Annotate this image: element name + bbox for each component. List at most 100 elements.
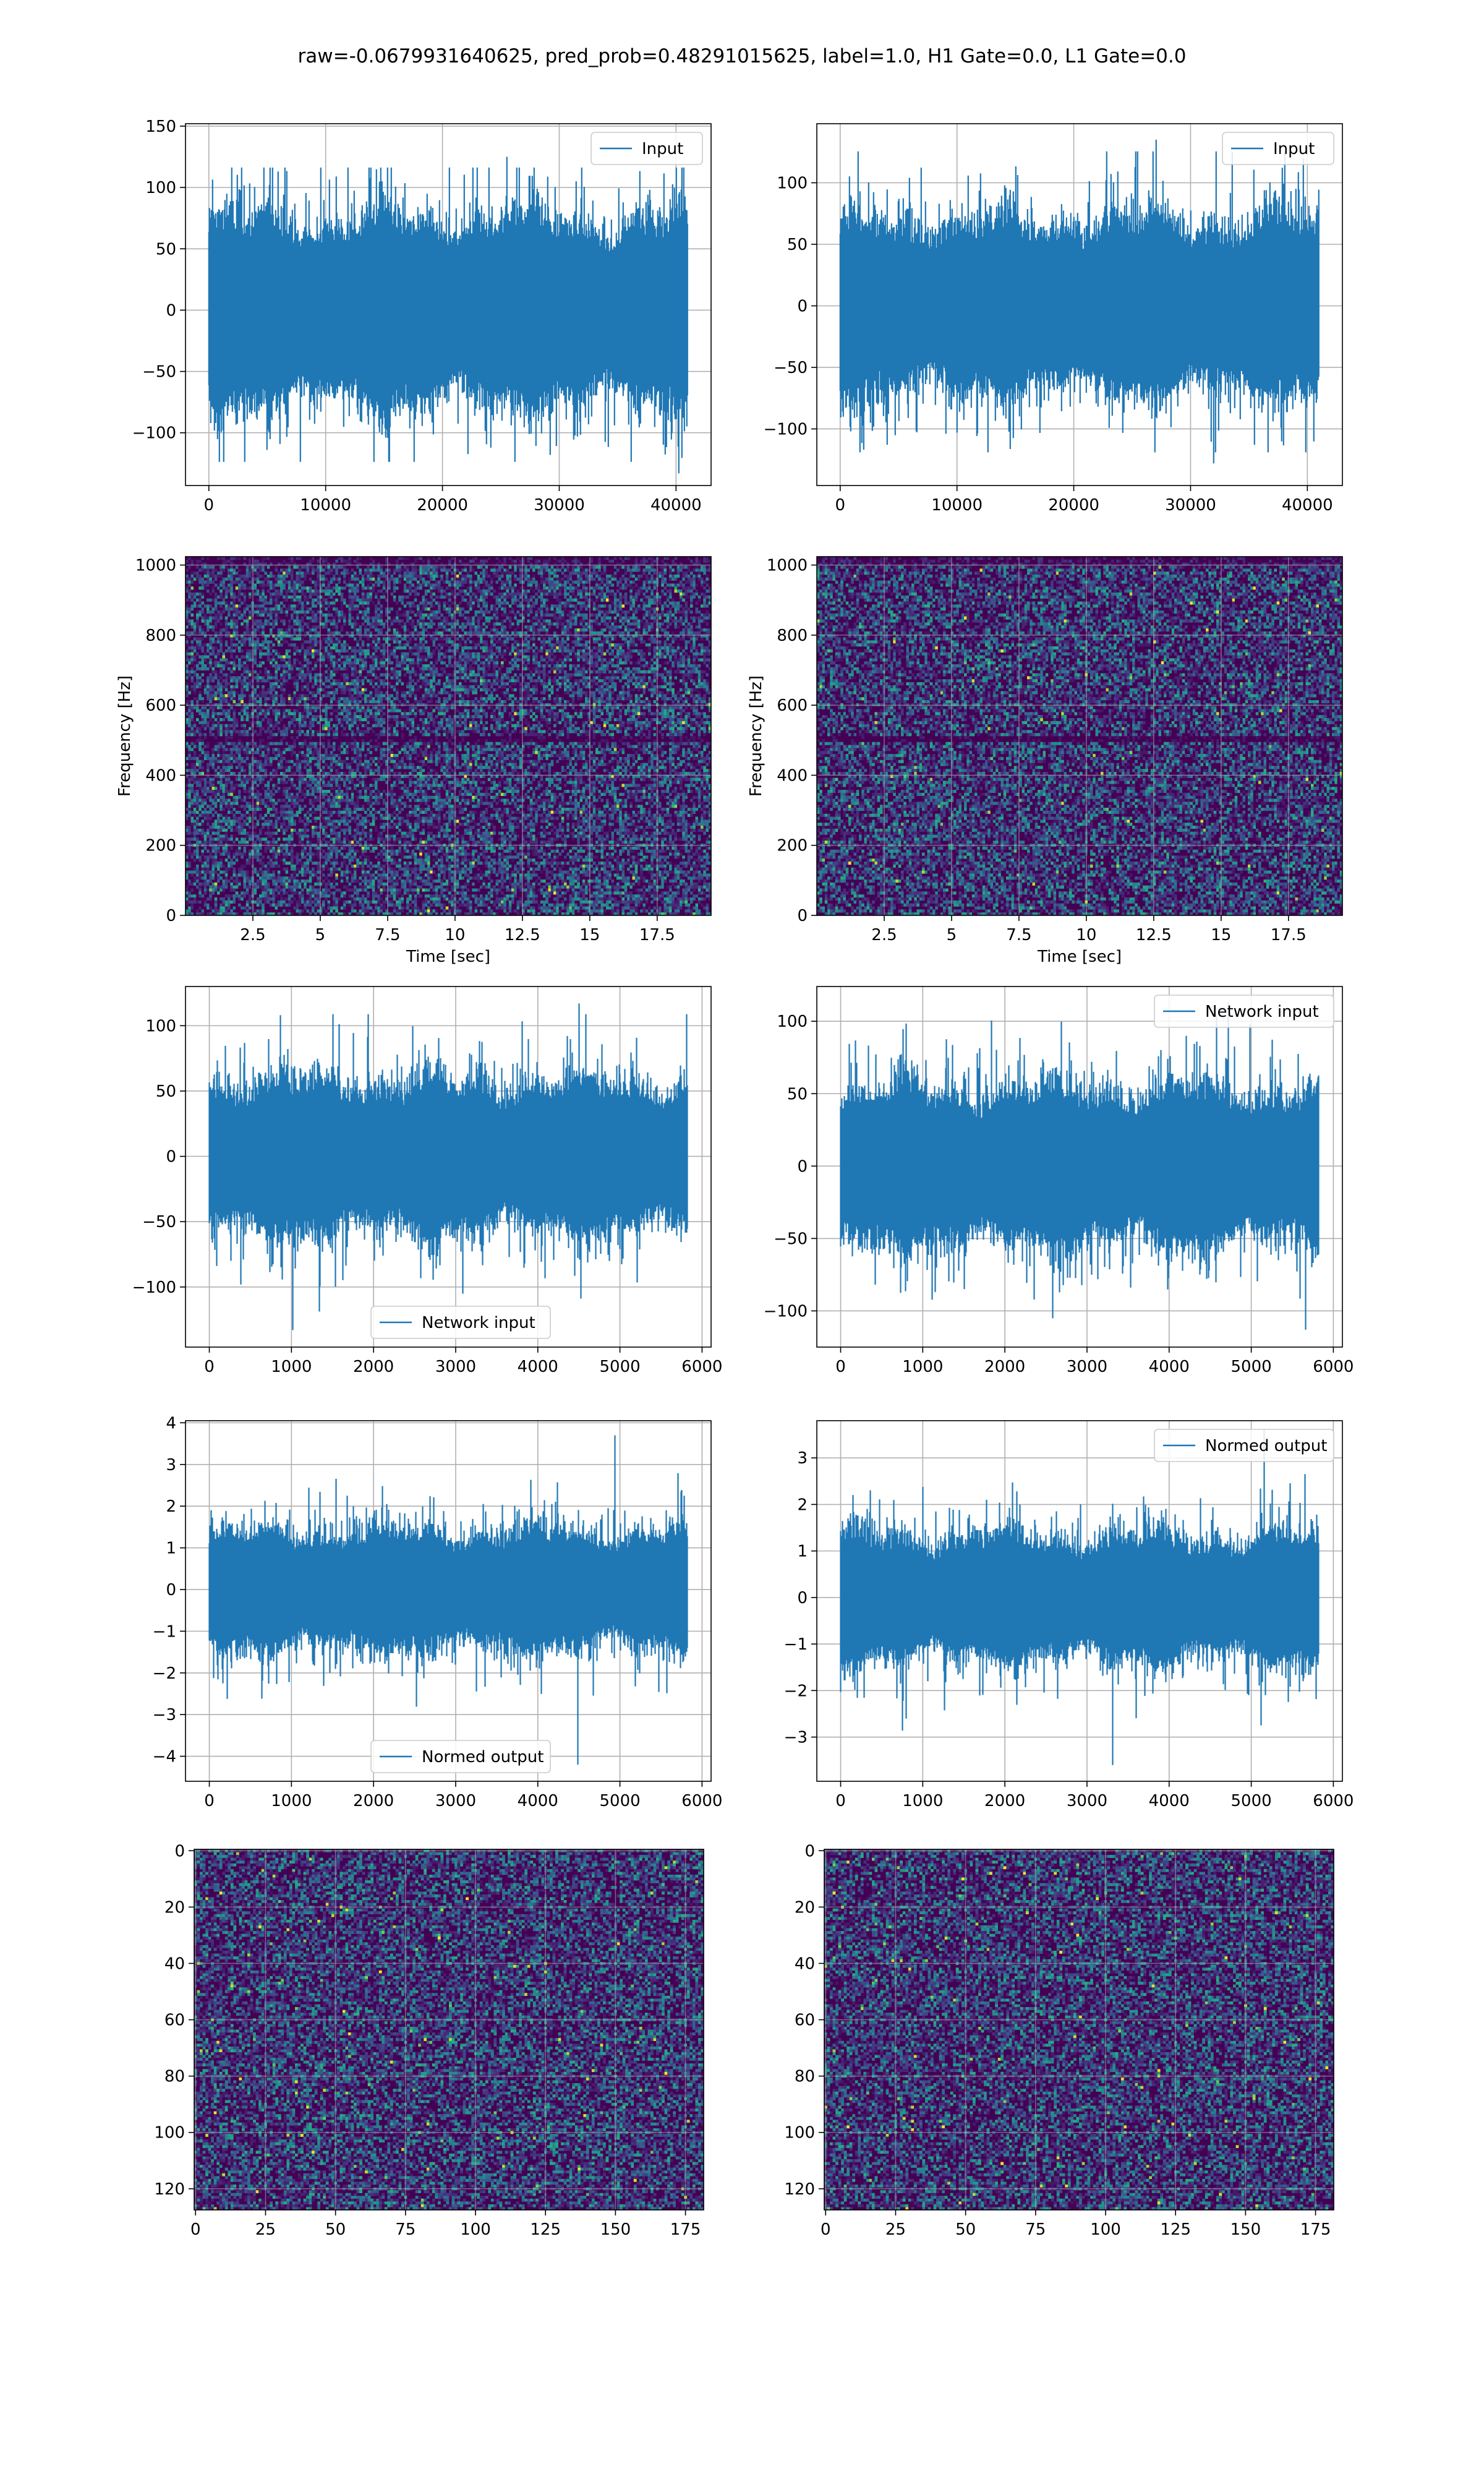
heatmap-cell	[391, 593, 394, 596]
heatmap-cell	[680, 589, 683, 593]
heatmap-cell	[669, 566, 672, 569]
heatmap-cell	[556, 593, 559, 596]
heatmap-cell	[503, 602, 506, 605]
heatmap-cell	[519, 593, 522, 596]
heatmap-cell	[238, 604, 241, 607]
heatmap-cell	[650, 607, 654, 610]
heatmap-cell	[364, 607, 367, 610]
heatmap-cell	[635, 584, 638, 587]
heatmap-cell	[396, 602, 399, 605]
heatmap-cell	[351, 586, 354, 589]
heatmap-cell	[566, 593, 569, 596]
heatmap-cell	[698, 596, 701, 599]
heatmap-cell	[585, 581, 588, 584]
heatmap-cell	[396, 568, 399, 571]
heatmap-cell	[685, 607, 688, 610]
heatmap-cell	[406, 581, 409, 584]
heatmap-cell	[477, 610, 480, 614]
heatmap-cell	[572, 610, 575, 614]
heatmap-cell	[349, 614, 352, 617]
heatmap-cell	[335, 584, 338, 587]
heatmap-cell	[545, 599, 548, 602]
heatmap-cell	[422, 617, 425, 620]
heatmap-cell	[619, 614, 622, 617]
heatmap-cell	[514, 599, 517, 602]
heatmap-cell	[638, 575, 641, 578]
heatmap-cell	[275, 584, 278, 587]
y-tick-label: 50	[156, 240, 176, 259]
heatmap-cell	[682, 578, 685, 581]
heatmap-cell	[677, 602, 680, 605]
heatmap-cell	[307, 566, 310, 569]
heatmap-cell	[548, 578, 552, 581]
heatmap-cell	[448, 568, 451, 571]
heatmap-cell	[238, 586, 241, 589]
heatmap-cell	[328, 584, 331, 587]
heatmap-cell	[209, 614, 212, 617]
heatmap-cell	[530, 604, 533, 607]
heatmap-cell	[291, 599, 294, 602]
heatmap-cell	[551, 571, 554, 575]
heatmap-cell	[509, 581, 512, 584]
heatmap-cell	[275, 581, 278, 584]
heatmap-cell	[640, 599, 643, 602]
heatmap-cell	[548, 575, 552, 578]
heatmap-cell	[561, 560, 565, 563]
heatmap-cell	[601, 604, 604, 607]
heatmap-cell	[254, 610, 257, 614]
heatmap-cell	[633, 610, 636, 614]
heatmap-cell	[472, 599, 475, 602]
heatmap-cell	[498, 566, 501, 569]
heatmap-cell	[574, 586, 578, 589]
heatmap-cell	[643, 593, 646, 596]
heatmap-cell	[535, 610, 538, 614]
heatmap-cell	[548, 568, 552, 571]
heatmap-cell	[667, 584, 670, 587]
heatmap-cell	[690, 604, 693, 607]
heatmap-cell	[545, 614, 548, 617]
heatmap-cell	[330, 602, 333, 605]
heatmap-cell	[223, 560, 226, 563]
heatmap-cell	[459, 571, 462, 575]
heatmap-cell	[698, 578, 701, 581]
heatmap-cell	[307, 607, 310, 610]
heatmap-cell	[561, 584, 565, 587]
heatmap-cell	[698, 560, 701, 563]
heatmap-cell	[514, 568, 517, 571]
heatmap-cell	[383, 593, 386, 596]
heatmap-cell	[314, 568, 317, 571]
heatmap-cell	[701, 578, 704, 581]
heatmap-cell	[291, 617, 294, 620]
heatmap-cell	[338, 617, 341, 620]
heatmap-cell	[349, 593, 352, 596]
heatmap-cell	[262, 602, 265, 605]
heatmap-cell	[341, 607, 344, 610]
heatmap-cell	[519, 560, 522, 563]
heatmap-cell	[603, 566, 607, 569]
heatmap-cell	[249, 610, 252, 614]
heatmap-cell	[650, 589, 654, 593]
heatmap-cell	[230, 566, 233, 569]
heatmap-cell	[672, 568, 675, 571]
heatmap-cell	[225, 578, 228, 581]
heatmap-cell	[435, 586, 438, 589]
heatmap-cell	[299, 568, 302, 571]
heatmap-cell	[304, 586, 307, 589]
heatmap-cell	[669, 607, 672, 610]
heatmap-cell	[556, 596, 559, 599]
heatmap-cell	[307, 586, 310, 589]
heatmap-cell	[254, 593, 257, 596]
heatmap-cell	[648, 604, 651, 607]
heatmap-cell	[469, 560, 472, 563]
heatmap-cell	[548, 586, 552, 589]
heatmap-cell	[598, 560, 601, 563]
heatmap-cell	[591, 575, 594, 578]
heatmap-cell	[561, 566, 565, 569]
heatmap-cell	[598, 566, 601, 569]
heatmap-cell	[230, 593, 233, 596]
heatmap-cell	[517, 566, 520, 569]
heatmap-cell	[349, 610, 352, 614]
heatmap-cell	[209, 581, 212, 584]
heatmap-cell	[451, 584, 454, 587]
heatmap-cell	[553, 604, 556, 607]
